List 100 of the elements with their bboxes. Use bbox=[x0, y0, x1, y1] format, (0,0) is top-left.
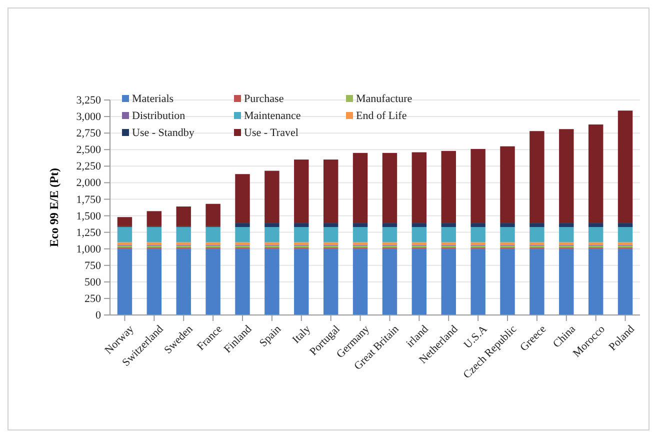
bar bbox=[470, 227, 486, 242]
bar bbox=[235, 227, 250, 242]
legend-label: Materials bbox=[132, 93, 174, 105]
y-tick-label: 2,500 bbox=[76, 144, 102, 156]
y-tick-label: 500 bbox=[84, 276, 102, 288]
bar bbox=[618, 227, 633, 242]
bar bbox=[235, 223, 250, 228]
bar bbox=[264, 248, 280, 315]
bar bbox=[206, 204, 220, 226]
bar bbox=[352, 223, 368, 228]
bar bbox=[352, 152, 368, 224]
bar bbox=[264, 227, 280, 242]
bar bbox=[323, 160, 338, 224]
bar bbox=[500, 248, 515, 315]
y-tick-label: 0 bbox=[96, 310, 102, 322]
legend-label: Maintenance bbox=[244, 110, 301, 122]
bar bbox=[323, 248, 338, 315]
y-tick-label: 250 bbox=[84, 292, 102, 305]
bar bbox=[323, 227, 338, 242]
bar bbox=[235, 248, 250, 315]
bar bbox=[559, 242, 574, 245]
bar bbox=[294, 227, 309, 242]
bar bbox=[352, 227, 368, 242]
bar bbox=[559, 129, 574, 224]
legend-label: Manufacture bbox=[356, 93, 412, 105]
bar bbox=[500, 146, 515, 224]
bar bbox=[382, 223, 398, 228]
legend-label: Use - Standby bbox=[132, 127, 195, 139]
bar bbox=[530, 227, 544, 242]
bar bbox=[441, 223, 456, 228]
bar bbox=[206, 242, 220, 245]
bar bbox=[618, 242, 633, 245]
bar bbox=[294, 223, 309, 228]
bar bbox=[559, 248, 574, 315]
legend-label: Distribution bbox=[132, 110, 186, 122]
legend-label: End of Life bbox=[356, 110, 407, 122]
bar bbox=[294, 160, 309, 224]
bar bbox=[618, 110, 633, 224]
bar bbox=[588, 242, 604, 245]
bar bbox=[206, 227, 220, 242]
y-tick-label: 3,250 bbox=[76, 94, 102, 107]
bar bbox=[470, 148, 486, 224]
y-tick-label: 2,000 bbox=[76, 177, 102, 190]
bar bbox=[323, 242, 338, 245]
bar bbox=[235, 242, 250, 245]
bar bbox=[294, 242, 309, 245]
bar bbox=[352, 242, 368, 245]
bar bbox=[264, 223, 280, 228]
bar bbox=[530, 223, 544, 228]
y-tick-label: 3,000 bbox=[76, 111, 102, 124]
bar bbox=[117, 227, 132, 242]
bar bbox=[412, 242, 427, 245]
bar bbox=[500, 242, 515, 245]
legend-label: Use - Travel bbox=[244, 127, 298, 139]
bar bbox=[588, 227, 604, 242]
bar bbox=[588, 124, 604, 224]
bar bbox=[470, 223, 486, 228]
bar bbox=[146, 227, 162, 242]
bar bbox=[412, 248, 427, 315]
bar bbox=[618, 248, 633, 315]
bar bbox=[412, 227, 427, 242]
bar bbox=[206, 248, 220, 315]
y-axis-title: Eco 99 E/E (Pt) bbox=[47, 168, 61, 247]
bar bbox=[323, 223, 338, 228]
bar bbox=[294, 248, 309, 315]
bar bbox=[117, 248, 132, 315]
bar bbox=[441, 248, 456, 315]
y-tick-label: 1,250 bbox=[76, 226, 102, 239]
y-tick-label: 1,000 bbox=[76, 243, 102, 256]
bar bbox=[382, 152, 398, 224]
x-tick-label: Italy bbox=[290, 322, 314, 346]
y-tick-label: 2,250 bbox=[76, 160, 102, 173]
bar bbox=[176, 227, 191, 242]
bar bbox=[264, 242, 280, 245]
bar bbox=[470, 242, 486, 245]
bar bbox=[382, 227, 398, 242]
bar bbox=[530, 131, 544, 224]
bar bbox=[530, 242, 544, 245]
bar bbox=[500, 227, 515, 242]
bar bbox=[559, 223, 574, 228]
bar bbox=[441, 227, 456, 242]
bar bbox=[441, 150, 456, 224]
bar bbox=[412, 223, 427, 228]
y-tick-label: 1,500 bbox=[76, 210, 102, 222]
y-tick-label: 1,750 bbox=[76, 194, 102, 206]
bar bbox=[470, 248, 486, 315]
legend-label: Purchase bbox=[244, 93, 284, 105]
bar bbox=[146, 248, 162, 315]
bar bbox=[352, 248, 368, 315]
bar bbox=[441, 242, 456, 245]
y-tick-label: 750 bbox=[84, 260, 102, 272]
bar bbox=[117, 242, 132, 245]
bar bbox=[146, 242, 162, 245]
bar bbox=[382, 248, 398, 315]
bar bbox=[559, 227, 574, 242]
bar bbox=[264, 170, 280, 224]
bar bbox=[235, 174, 250, 224]
bar bbox=[146, 211, 162, 226]
bar bbox=[500, 223, 515, 228]
bar bbox=[588, 223, 604, 228]
